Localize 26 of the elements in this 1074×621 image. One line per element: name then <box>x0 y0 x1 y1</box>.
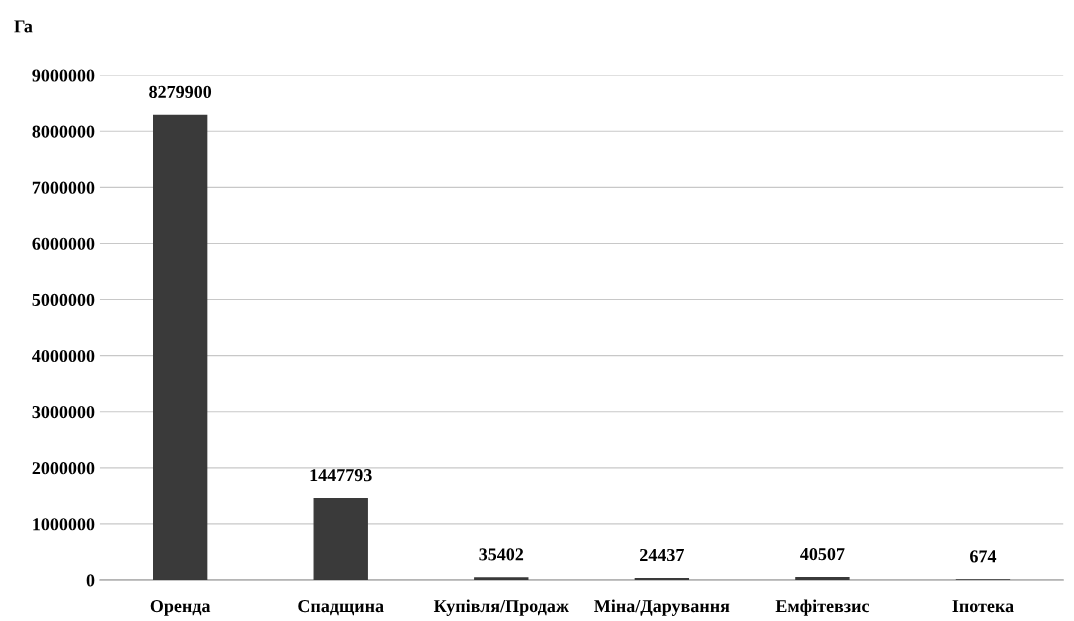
bar <box>152 114 208 581</box>
data-label: 40507 <box>800 548 845 561</box>
y-axis-title: Га <box>14 20 33 33</box>
x-tick-label: Оренда <box>150 600 211 616</box>
data-label: 35402 <box>479 548 524 561</box>
bar <box>795 577 850 581</box>
y-tick-label: 4000000 <box>32 349 95 363</box>
x-tick-label: Емфітевзис <box>775 599 870 616</box>
y-tick-label: 2000000 <box>32 462 95 475</box>
x-tick-label: Міна/Дарування <box>594 599 730 616</box>
x-tick-label: Купівля/Продаж <box>433 599 569 616</box>
y-tick-label: 8000000 <box>32 125 95 138</box>
data-label: 674 <box>970 550 997 563</box>
data-label: 8279900 <box>149 85 212 98</box>
y-tick-label: 5000000 <box>32 293 95 306</box>
y-tick-label: 3000000 <box>32 405 95 419</box>
data-label: 24437 <box>640 548 684 562</box>
y-tick-label: 7000000 <box>32 181 95 194</box>
bar <box>313 498 368 581</box>
y-tick-label: 0 <box>86 574 95 587</box>
y-tick-label: 6000000 <box>32 237 95 250</box>
x-tick-label: Спадщина <box>298 600 384 616</box>
y-tick-label: 1000000 <box>33 518 95 531</box>
x-tick-label: Іпотека <box>952 600 1014 613</box>
data-label: 1447793 <box>310 469 372 482</box>
y-tick-label: 9000000 <box>32 69 95 82</box>
